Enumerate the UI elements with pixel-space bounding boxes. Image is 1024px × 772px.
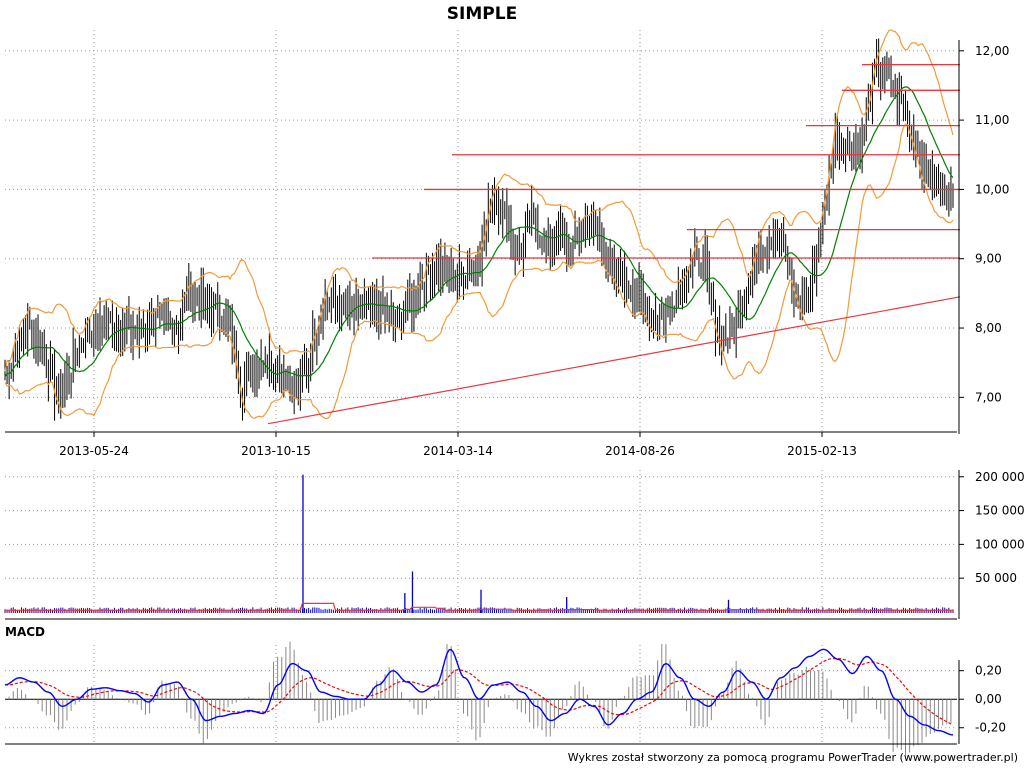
y-tick-label: 8,00 — [975, 321, 1002, 335]
chart-title: SIMPLE — [447, 4, 517, 24]
bollinger-upper-line — [4, 29, 954, 372]
x-tick-label: 2014-03-14 — [423, 444, 493, 458]
y-tick-label: 7,00 — [975, 390, 1002, 404]
x-tick-label: 2013-10-15 — [241, 444, 311, 458]
moving-average-line — [4, 86, 954, 378]
macd-tick-label: 0,20 — [975, 664, 1002, 678]
macd-tick-label: -0,20 — [975, 721, 1006, 735]
y-tick-label: 12,00 — [975, 44, 1009, 58]
x-tick-label: 2015-02-13 — [787, 444, 857, 458]
x-tick-label: 2013-05-24 — [59, 444, 129, 458]
volume-average-line — [5, 602, 953, 611]
footer-credit: Wykres został stworzony za pomocą progra… — [568, 751, 1018, 764]
macd-title: MACD — [5, 625, 45, 639]
volume-tick-label: 150 000 — [975, 504, 1024, 518]
volume-tick-label: 200 000 — [975, 470, 1024, 484]
y-tick-label: 9,00 — [975, 252, 1002, 266]
price-panel — [4, 29, 961, 425]
bollinger-lower-line — [4, 123, 954, 420]
macd-signal-line — [5, 658, 954, 726]
axes: 2013-05-24 2013-10-15 2014-03-14 2014-08-26… — [5, 40, 1024, 745]
macd-line — [4, 648, 954, 736]
support-trendline — [267, 296, 961, 425]
grid-lines — [5, 30, 957, 742]
volume-tick-label: 100 000 — [975, 537, 1024, 551]
y-tick-label: 11,00 — [975, 113, 1009, 127]
volume-tick-label: 50 000 — [975, 571, 1017, 585]
y-tick-label: 10,00 — [975, 182, 1009, 196]
volume-panel — [4, 474, 954, 613]
x-tick-label: 2014-08-26 — [605, 444, 675, 458]
macd-tick-label: 0,00 — [975, 692, 1002, 706]
macd-panel — [4, 641, 954, 756]
